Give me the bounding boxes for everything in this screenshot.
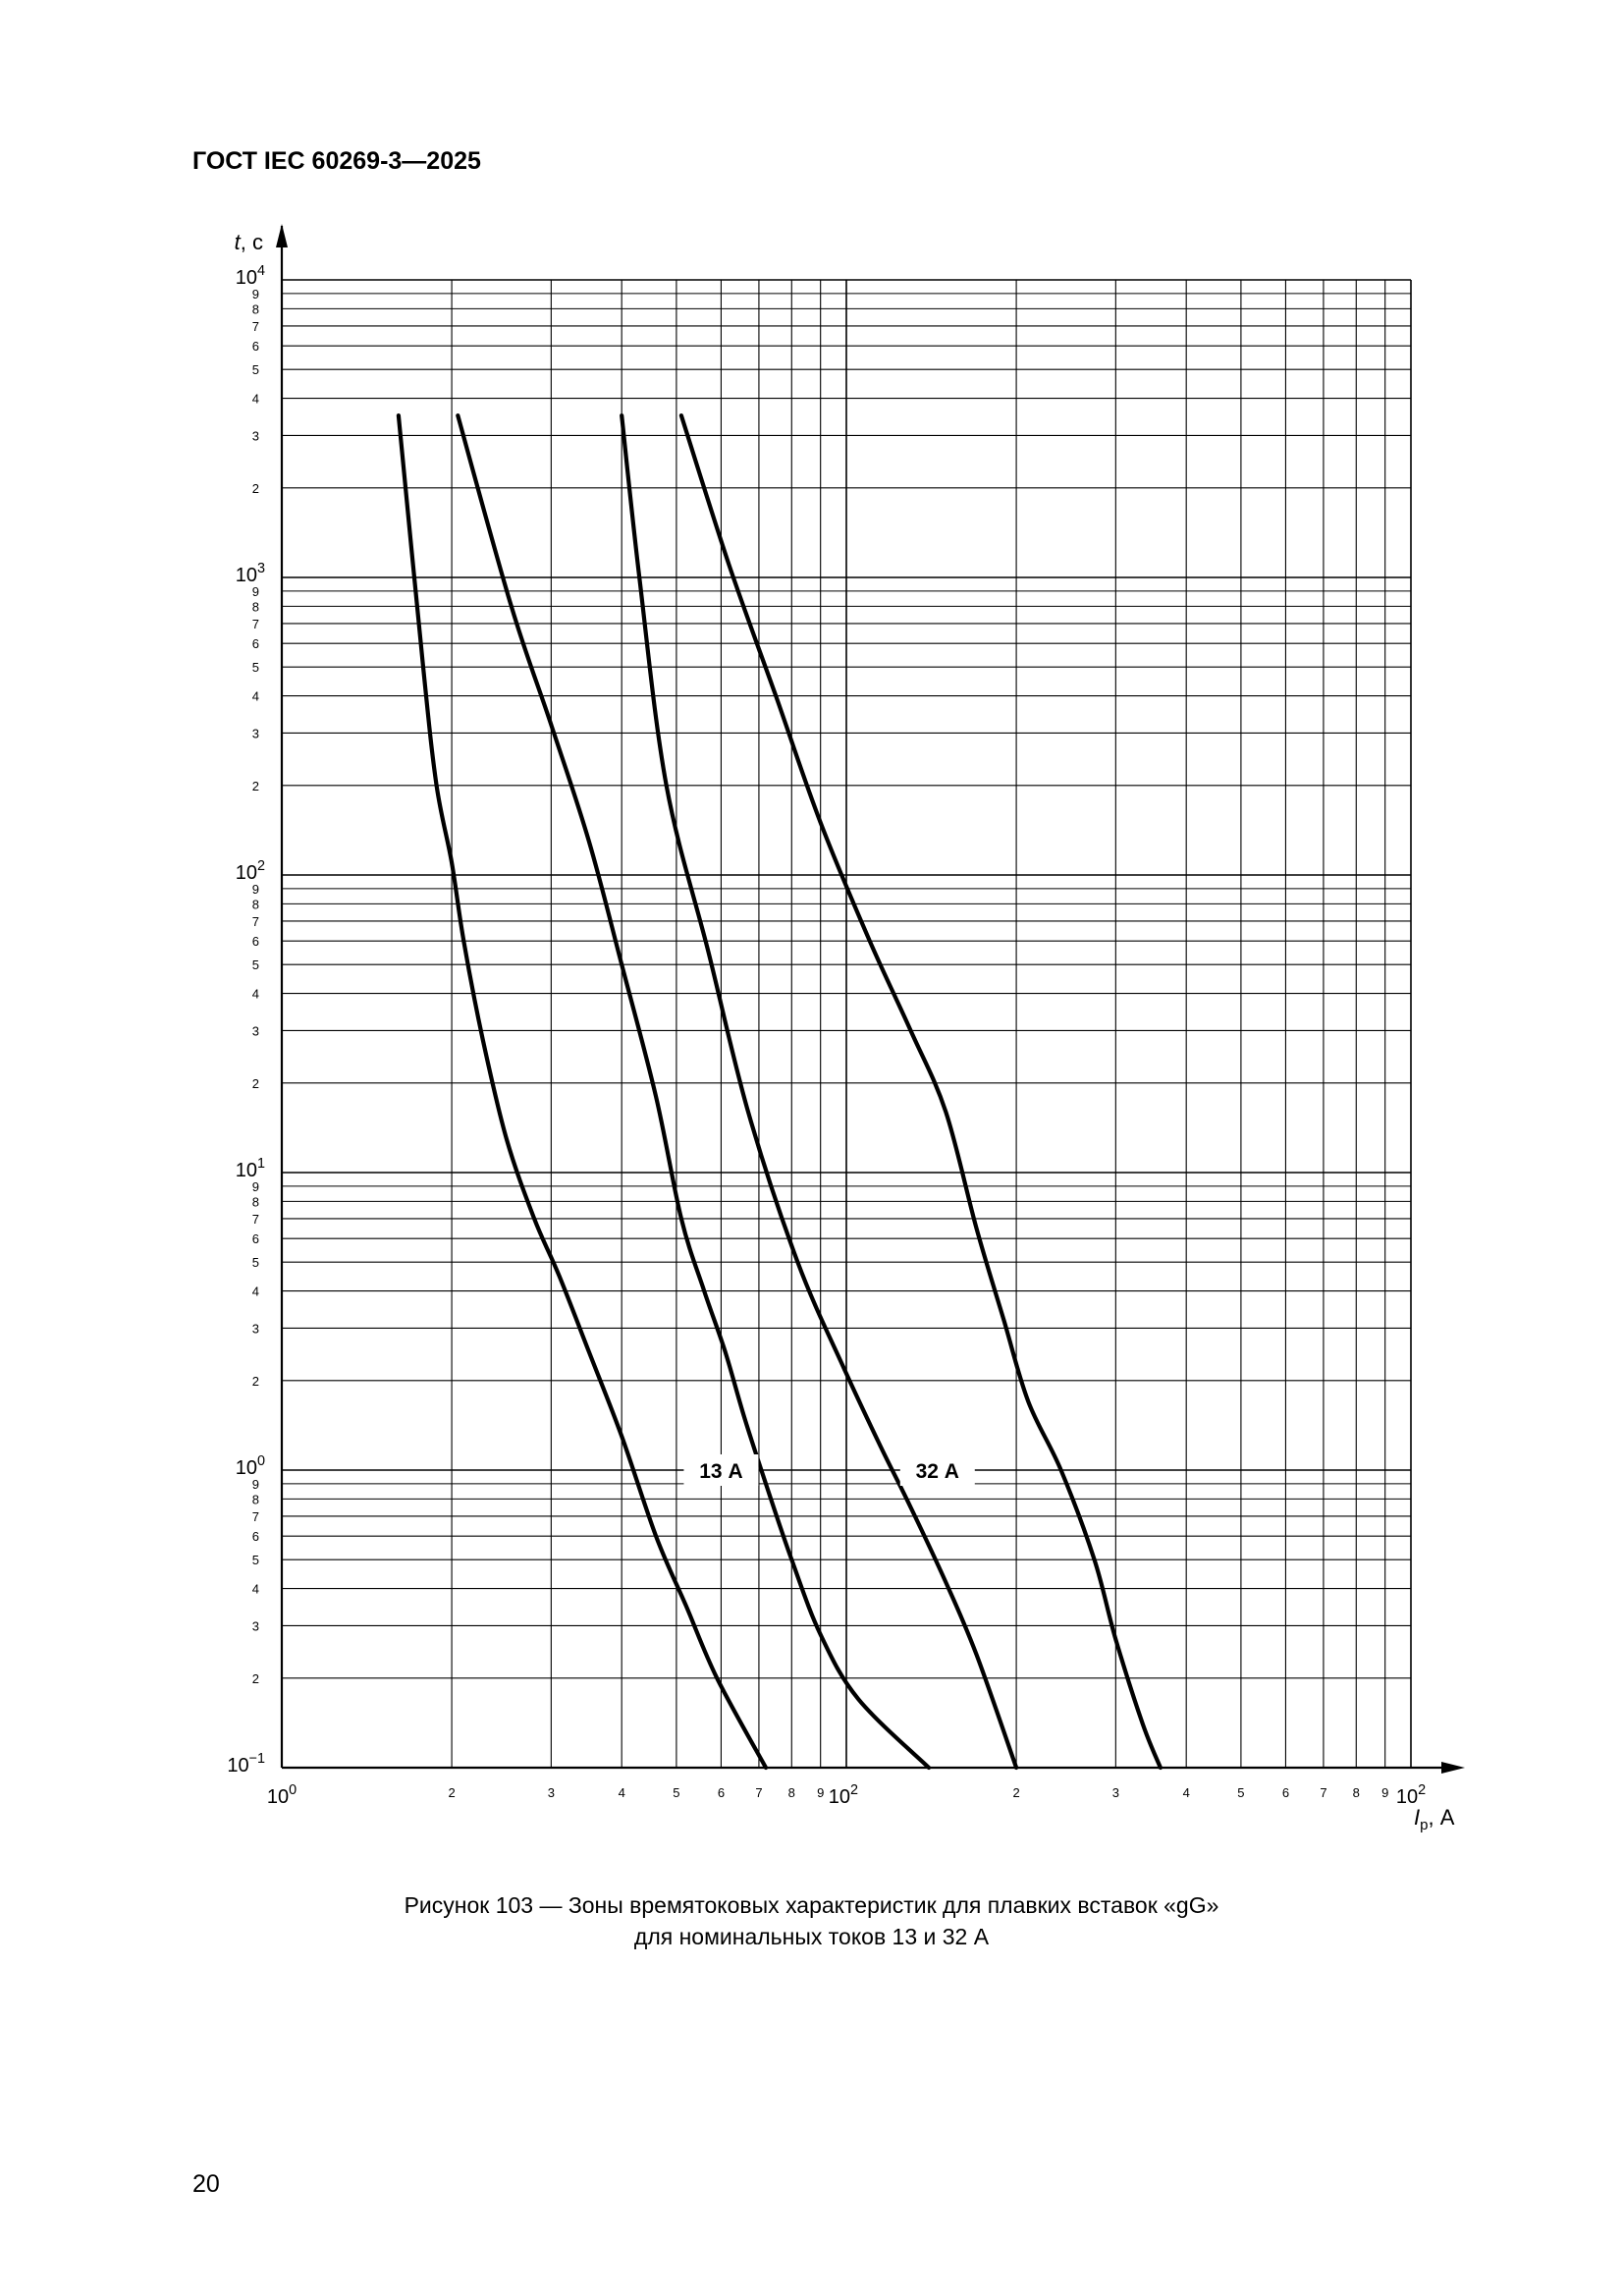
- x-tick-label: 9: [817, 1785, 824, 1800]
- x-tick-label: 102: [1396, 1782, 1426, 1808]
- y-tick-label: 103: [236, 561, 265, 586]
- series: [396, 413, 1163, 1771]
- x-tick-label: 3: [1112, 1785, 1119, 1800]
- y-tick-label: 9: [252, 287, 259, 301]
- y-tick-label: 102: [236, 858, 265, 884]
- zone-label-background: [687, 1456, 755, 1484]
- x-tick-label: 4: [619, 1785, 625, 1800]
- y-tick-label: 8: [252, 1194, 259, 1209]
- zone-label-background: [903, 1456, 971, 1484]
- x-tick-label: 4: [1183, 1785, 1190, 1800]
- y-tick-label: 8: [252, 1492, 259, 1506]
- page-number: 20: [192, 2170, 220, 2198]
- grid: [281, 279, 1412, 1769]
- series-line-2: [456, 413, 932, 1771]
- y-tick-label: 4: [252, 1285, 259, 1299]
- y-tick-label: 3: [252, 1023, 259, 1038]
- y-tick-label: 5: [252, 1255, 259, 1270]
- y-tick-label: 5: [252, 1553, 259, 1567]
- y-tick-label: 2: [252, 1076, 259, 1091]
- y-tick-label: 9: [252, 1477, 259, 1492]
- y-tick-label: 9: [252, 584, 259, 599]
- y-tick-label: 8: [252, 599, 259, 614]
- y-tick-label: 100: [236, 1453, 265, 1479]
- x-tick-label: 3: [548, 1785, 555, 1800]
- axes: [276, 224, 1465, 1774]
- y-tick-label: 10−1: [227, 1751, 265, 1777]
- y-tick-label: 3: [252, 1321, 259, 1336]
- x-tick-label: 8: [788, 1785, 795, 1800]
- y-tick-label: 104: [236, 263, 265, 289]
- y-tick-label: 2: [252, 481, 259, 496]
- series-line-3: [620, 413, 1019, 1771]
- x-tick-label: 6: [718, 1785, 725, 1800]
- x-tick-label: 100: [267, 1782, 297, 1808]
- y-tick-label: 101: [236, 1156, 265, 1181]
- y-tick-label: 3: [252, 1618, 259, 1633]
- x-axis-arrow: [1441, 1762, 1465, 1774]
- series-line-1: [396, 413, 769, 1771]
- y-tick-label: 6: [252, 1231, 259, 1246]
- y-tick-label: 8: [252, 897, 259, 911]
- y-tick-label: 3: [252, 726, 259, 740]
- caption-line-1: Рисунок 103 — Зоны времятоковых характер…: [404, 1892, 1219, 1918]
- x-tick-label: 7: [1320, 1785, 1326, 1800]
- x-tick-label: 8: [1353, 1785, 1360, 1800]
- x-tick-label: 7: [755, 1785, 762, 1800]
- tick-labels: t, сIp, А10−1100101102103104234567892345…: [227, 230, 1454, 1833]
- x-tick-label: 6: [1282, 1785, 1289, 1800]
- x-tick-label: 9: [1381, 1785, 1388, 1800]
- y-tick-label: 4: [252, 1582, 259, 1597]
- y-tick-label: 5: [252, 660, 259, 675]
- zone-label: 13 А: [699, 1460, 742, 1483]
- y-tick-label: 7: [252, 617, 259, 631]
- y-tick-label: 3: [252, 428, 259, 443]
- x-tick-label: 102: [829, 1782, 858, 1808]
- y-tick-label: 6: [252, 636, 259, 651]
- y-tick-label: 4: [252, 987, 259, 1002]
- y-tick-label: 9: [252, 882, 259, 897]
- y-tick-label: 4: [252, 689, 259, 704]
- y-axis-arrow: [276, 224, 288, 247]
- zone-labels: 13 А 32 А: [683, 1454, 975, 1486]
- y-tick-label: 8: [252, 301, 259, 316]
- y-tick-label: 9: [252, 1179, 259, 1194]
- y-tick-label: 2: [252, 779, 259, 793]
- y-axis-title: t, с: [235, 230, 263, 254]
- y-tick-label: 7: [252, 1212, 259, 1227]
- figure-caption: Рисунок 103 — Зоны времятоковых характер…: [0, 1889, 1623, 1952]
- y-tick-label: 6: [252, 934, 259, 949]
- x-tick-label: 5: [673, 1785, 679, 1800]
- y-tick-label: 7: [252, 1509, 259, 1524]
- y-tick-label: 6: [252, 339, 259, 354]
- zone-label: 32 А: [916, 1460, 959, 1483]
- y-tick-label: 7: [252, 319, 259, 334]
- document-header: ГОСТ IEC 60269-3—2025: [192, 147, 481, 175]
- y-tick-label: 6: [252, 1529, 259, 1544]
- x-tick-label: 5: [1237, 1785, 1244, 1800]
- y-tick-label: 4: [252, 392, 259, 407]
- x-axis-title: Ip, А: [1414, 1805, 1455, 1833]
- x-tick-label: 2: [448, 1785, 455, 1800]
- caption-line-2: для номинальных токов 13 и 32 А: [633, 1924, 990, 1949]
- y-tick-label: 5: [252, 957, 259, 972]
- y-tick-label: 7: [252, 914, 259, 929]
- x-tick-label: 2: [1012, 1785, 1019, 1800]
- y-tick-label: 2: [252, 1671, 259, 1686]
- y-tick-label: 5: [252, 362, 259, 377]
- y-tick-label: 2: [252, 1374, 259, 1389]
- series-line-4: [678, 413, 1163, 1771]
